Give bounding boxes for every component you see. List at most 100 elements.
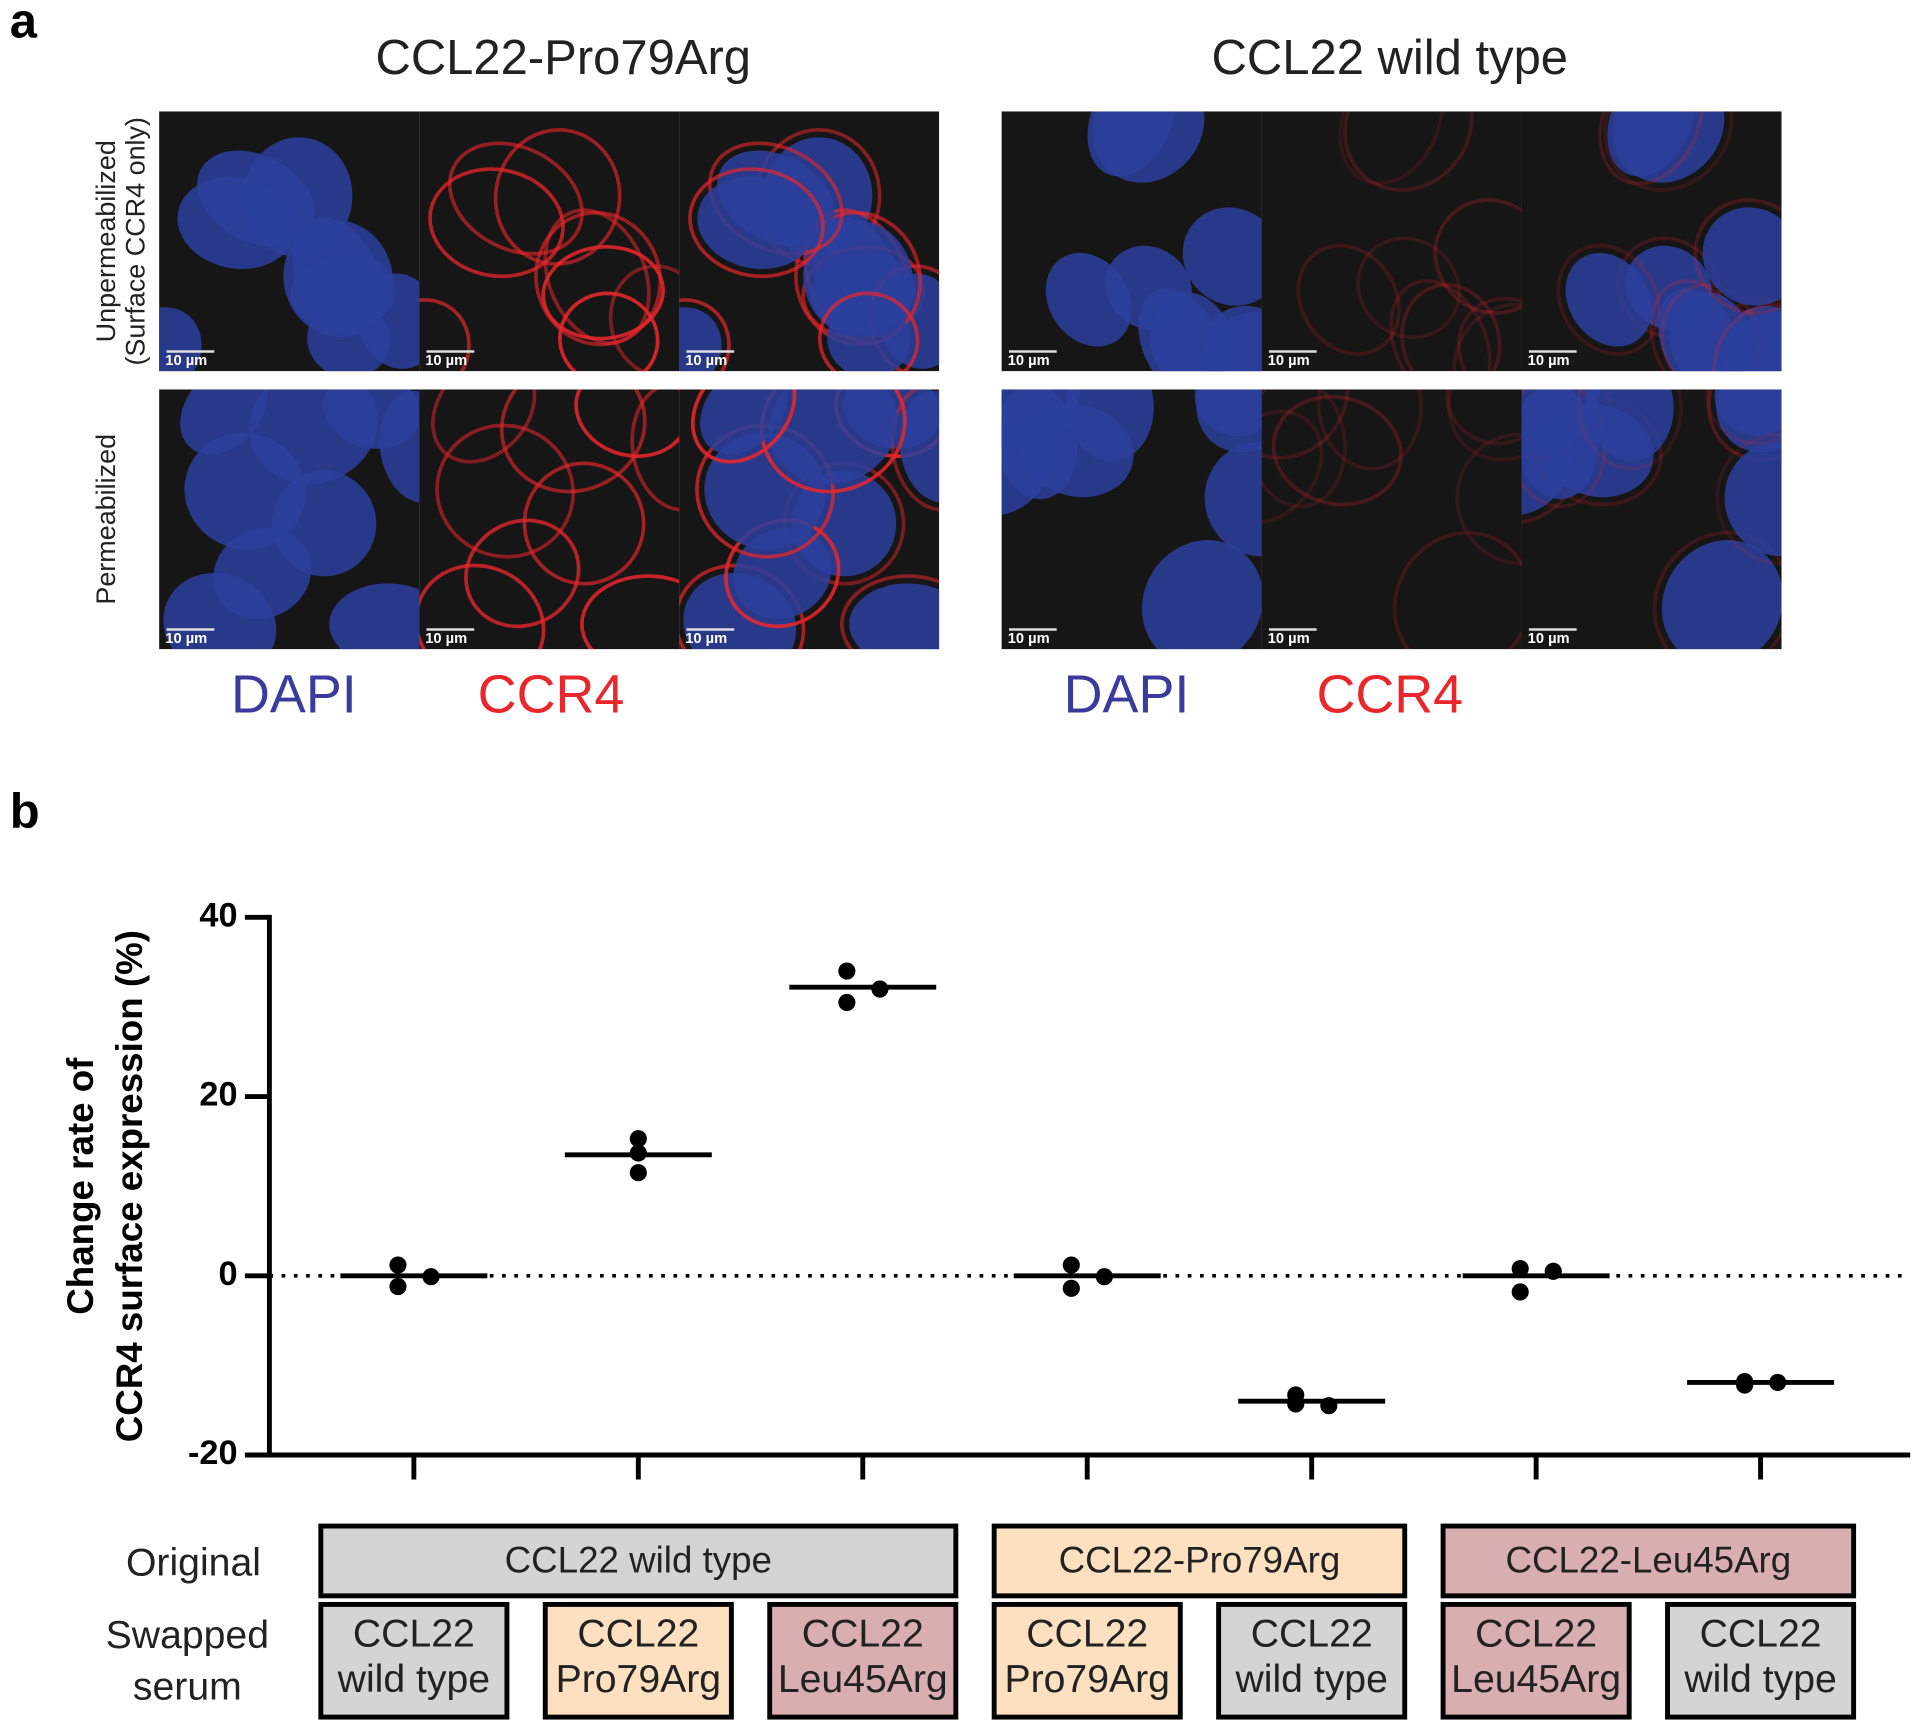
nucleus xyxy=(1585,389,1674,462)
scale-bar-label: 10 µm xyxy=(1528,631,1570,647)
row-label: Permeabilized xyxy=(91,434,121,605)
data-point xyxy=(389,1256,407,1274)
micrograph: 10 µm xyxy=(419,389,680,650)
membrane xyxy=(428,167,565,279)
membrane xyxy=(890,389,940,512)
membrane xyxy=(580,574,680,650)
box-label: Pro79Arg xyxy=(1004,1658,1169,1701)
y-tick-label: 20 xyxy=(199,1076,237,1114)
data-point xyxy=(629,1164,647,1182)
membrane xyxy=(541,244,665,341)
box-label: Leu45Arg xyxy=(778,1658,948,1701)
data-point xyxy=(422,1268,440,1286)
image-content xyxy=(1261,389,1522,650)
membrane xyxy=(1706,389,1782,462)
original-box xyxy=(1440,1523,1857,1599)
nucleus xyxy=(213,527,312,620)
membrane xyxy=(522,461,646,586)
nucleus xyxy=(1607,111,1695,177)
membrane xyxy=(1271,394,1403,507)
membrane xyxy=(431,389,537,464)
nucleus xyxy=(1194,389,1262,437)
membrane xyxy=(1316,389,1423,471)
membrane xyxy=(1296,243,1401,356)
image-background xyxy=(1261,389,1522,650)
box-label: CCL22 xyxy=(577,1613,699,1656)
membrane xyxy=(1261,409,1324,525)
box-label: CCL22 xyxy=(1700,1613,1822,1656)
row-label: Original xyxy=(126,1542,261,1585)
row-label: (Surface CCR4 only) xyxy=(120,117,150,366)
membrane xyxy=(1389,279,1492,372)
row-label: Swapped xyxy=(106,1614,269,1657)
nucleus xyxy=(769,389,898,485)
membrane xyxy=(419,298,471,372)
image-content xyxy=(1556,111,1782,372)
nucleus xyxy=(827,300,911,372)
original-box xyxy=(318,1523,959,1599)
panel-label: b xyxy=(10,784,40,838)
swapped-box xyxy=(991,1601,1183,1720)
nucleus xyxy=(1721,311,1782,372)
channel-label: CCR4 xyxy=(478,664,625,724)
membrane xyxy=(1392,530,1522,650)
scale-bar-label: 10 µm xyxy=(1268,631,1310,647)
membrane xyxy=(1556,243,1661,356)
image-content xyxy=(159,137,420,372)
data-point xyxy=(629,1130,647,1148)
image-background xyxy=(419,389,680,650)
data-point xyxy=(1095,1268,1113,1286)
channel-label: DAPI xyxy=(1064,664,1190,724)
data-point xyxy=(1062,1256,1080,1274)
data-point xyxy=(1736,1372,1754,1391)
membrane xyxy=(840,574,940,650)
micrograph: 10 µm xyxy=(419,111,680,372)
membrane xyxy=(1455,432,1522,566)
box-label: CCL22 xyxy=(1026,1613,1148,1656)
membrane xyxy=(690,389,797,464)
membrane xyxy=(1261,389,1347,509)
nucleus xyxy=(1141,540,1262,650)
data-point xyxy=(838,993,856,1012)
data-point xyxy=(629,1144,647,1162)
box-label: CCL22 xyxy=(353,1613,475,1656)
membrane xyxy=(435,423,575,559)
image-content xyxy=(1045,111,1262,372)
membrane xyxy=(1452,302,1522,372)
original-box xyxy=(991,1523,1408,1599)
membrane xyxy=(534,210,663,347)
row-label: serum xyxy=(133,1665,242,1708)
data-point xyxy=(1511,1283,1529,1301)
micrograph: 10 µm xyxy=(159,389,420,650)
image-content xyxy=(1521,389,1782,650)
nucleus xyxy=(1714,389,1782,437)
membrane xyxy=(1338,111,1444,186)
scale-bar-label: 10 µm xyxy=(1528,353,1570,369)
box-label: Leu45Arg xyxy=(1451,1658,1621,1701)
membrane xyxy=(1343,111,1474,192)
micrograph: 10 µm xyxy=(1261,111,1522,372)
nucleus xyxy=(849,583,940,650)
y-axis-label: Change rate of xyxy=(60,1057,101,1315)
swapped-box xyxy=(1665,1601,1857,1720)
scale-bar-label: 10 µm xyxy=(1008,353,1050,369)
membrane xyxy=(1433,198,1522,315)
nucleus xyxy=(733,527,832,620)
box-label: CCL22 wild type xyxy=(505,1539,772,1580)
membrane xyxy=(1715,432,1782,566)
membrane xyxy=(1705,389,1782,446)
image-background xyxy=(1261,111,1522,372)
nucleus xyxy=(177,176,296,269)
nucleus xyxy=(1724,442,1782,557)
membrane xyxy=(1457,296,1522,372)
micrograph: 10 µm xyxy=(679,389,940,650)
scale-bar-label: 10 µm xyxy=(425,631,467,647)
membrane xyxy=(1712,302,1782,372)
column-title: CCL22 wild type xyxy=(1212,31,1569,85)
data-point xyxy=(1287,1386,1305,1404)
y-tick-label: 40 xyxy=(199,896,237,934)
micrograph: 10 µm xyxy=(1001,389,1262,650)
membrane xyxy=(1356,236,1461,340)
membrane xyxy=(679,298,731,372)
nucleus xyxy=(1087,111,1175,177)
